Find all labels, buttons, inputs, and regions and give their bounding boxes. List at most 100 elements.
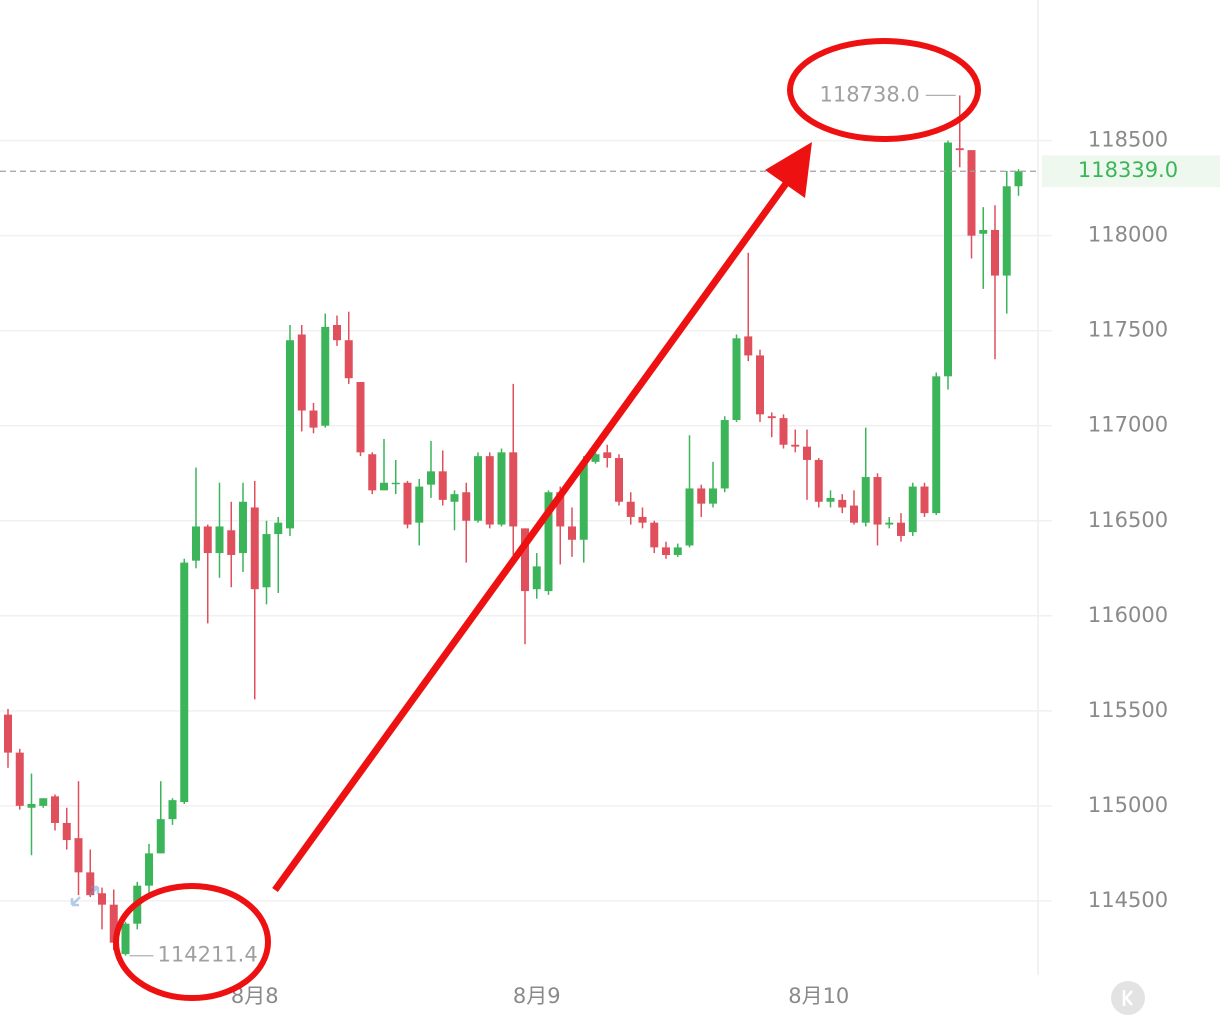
candle-body	[86, 872, 95, 896]
expand-arrows	[70, 885, 100, 907]
candle-body	[121, 923, 130, 955]
candle-body	[203, 526, 212, 554]
y-tick-label: 117500	[1088, 318, 1168, 342]
y-tick-label: 115000	[1088, 793, 1168, 817]
expand-icon[interactable]	[70, 885, 100, 907]
candle-body	[532, 566, 541, 590]
y-tick-label: 116500	[1088, 508, 1168, 532]
candle-body	[579, 463, 588, 540]
candle-body	[309, 410, 318, 428]
candle-body	[274, 522, 283, 535]
candle-body	[885, 522, 894, 525]
candle-body	[1002, 186, 1011, 276]
candle-body	[897, 522, 905, 536]
candle-body	[438, 471, 447, 500]
candle-body	[4, 714, 12, 753]
candle-body	[850, 505, 858, 523]
candle-body	[427, 471, 435, 485]
candle-body	[168, 800, 177, 820]
candle-body	[321, 326, 330, 426]
candle-body	[391, 482, 400, 485]
candle-body	[709, 488, 717, 504]
candle-body	[74, 838, 83, 873]
candle-body	[720, 420, 729, 489]
candle-body	[568, 526, 576, 540]
candle-body	[485, 456, 494, 525]
candle-body	[673, 547, 682, 555]
candle-body	[556, 492, 565, 527]
candle-body	[697, 488, 706, 504]
candle-body	[262, 534, 271, 588]
candle-body	[180, 562, 189, 803]
candle-body	[415, 486, 424, 523]
candle-body	[638, 516, 647, 523]
candle-body	[474, 456, 482, 521]
candle-body	[626, 501, 635, 517]
candle-body	[368, 454, 377, 491]
candle-body	[227, 530, 236, 555]
candle-body	[861, 477, 870, 523]
candle-body	[15, 752, 24, 806]
candle-body	[544, 492, 553, 592]
candle-body	[98, 893, 106, 905]
candle-body	[908, 486, 917, 533]
candle-body	[779, 418, 788, 445]
candle-body	[944, 142, 952, 377]
candle-body	[521, 528, 529, 592]
highlight-circle	[113, 883, 271, 1001]
candle-body	[380, 482, 388, 491]
candle-body	[991, 229, 999, 276]
candle-body	[591, 454, 600, 462]
candle-body	[39, 798, 48, 806]
candle-body	[791, 444, 800, 447]
button-bg	[1111, 981, 1145, 1015]
annotation-overlay	[113, 38, 981, 1001]
scroll-latest-button[interactable]	[1111, 981, 1145, 1015]
candle-body	[62, 822, 71, 841]
candle-body	[450, 494, 459, 502]
candle-body	[27, 803, 36, 808]
candle-body	[497, 452, 506, 525]
candle-body	[756, 355, 764, 415]
candle-body	[250, 507, 259, 590]
candle-body	[239, 501, 247, 554]
candle-body	[603, 452, 612, 459]
candle-body	[615, 458, 623, 502]
candle-body	[732, 338, 741, 421]
candle-body	[462, 492, 471, 521]
candle-body	[979, 229, 988, 234]
candle-body	[650, 522, 659, 548]
candle-body	[803, 446, 811, 460]
candle-body	[826, 497, 835, 502]
candle-body	[967, 150, 976, 236]
candle-body	[685, 488, 694, 546]
arrow-shaft	[272, 175, 793, 893]
y-tick-label: 118500	[1088, 128, 1168, 152]
button-icon	[1122, 990, 1133, 1006]
x-tick-label: 8月9	[513, 984, 561, 1008]
candle-body	[767, 416, 776, 419]
y-tick-label: 115500	[1088, 698, 1168, 722]
candle-body	[109, 904, 118, 943]
candle-body	[145, 853, 153, 886]
low-label: 114211.4	[158, 943, 258, 967]
last-price-label: 118339.0	[1078, 158, 1178, 182]
high-label: 118738.0	[820, 82, 920, 106]
candle-body	[192, 526, 200, 561]
candle-body	[814, 459, 823, 502]
candle-body	[920, 486, 929, 514]
candle-body	[297, 334, 306, 411]
candle-body	[286, 340, 294, 529]
candle-body	[838, 499, 847, 508]
candle-body	[744, 336, 753, 356]
candle-body	[344, 340, 353, 379]
candle-body	[662, 547, 670, 555]
candle-body	[156, 819, 165, 854]
last-price-tag-bg	[1042, 155, 1220, 188]
y-tick-label: 118000	[1088, 223, 1168, 247]
candle-body	[51, 796, 59, 823]
candle-body	[955, 148, 964, 151]
candle-body	[509, 452, 518, 527]
candle-body	[333, 325, 341, 341]
